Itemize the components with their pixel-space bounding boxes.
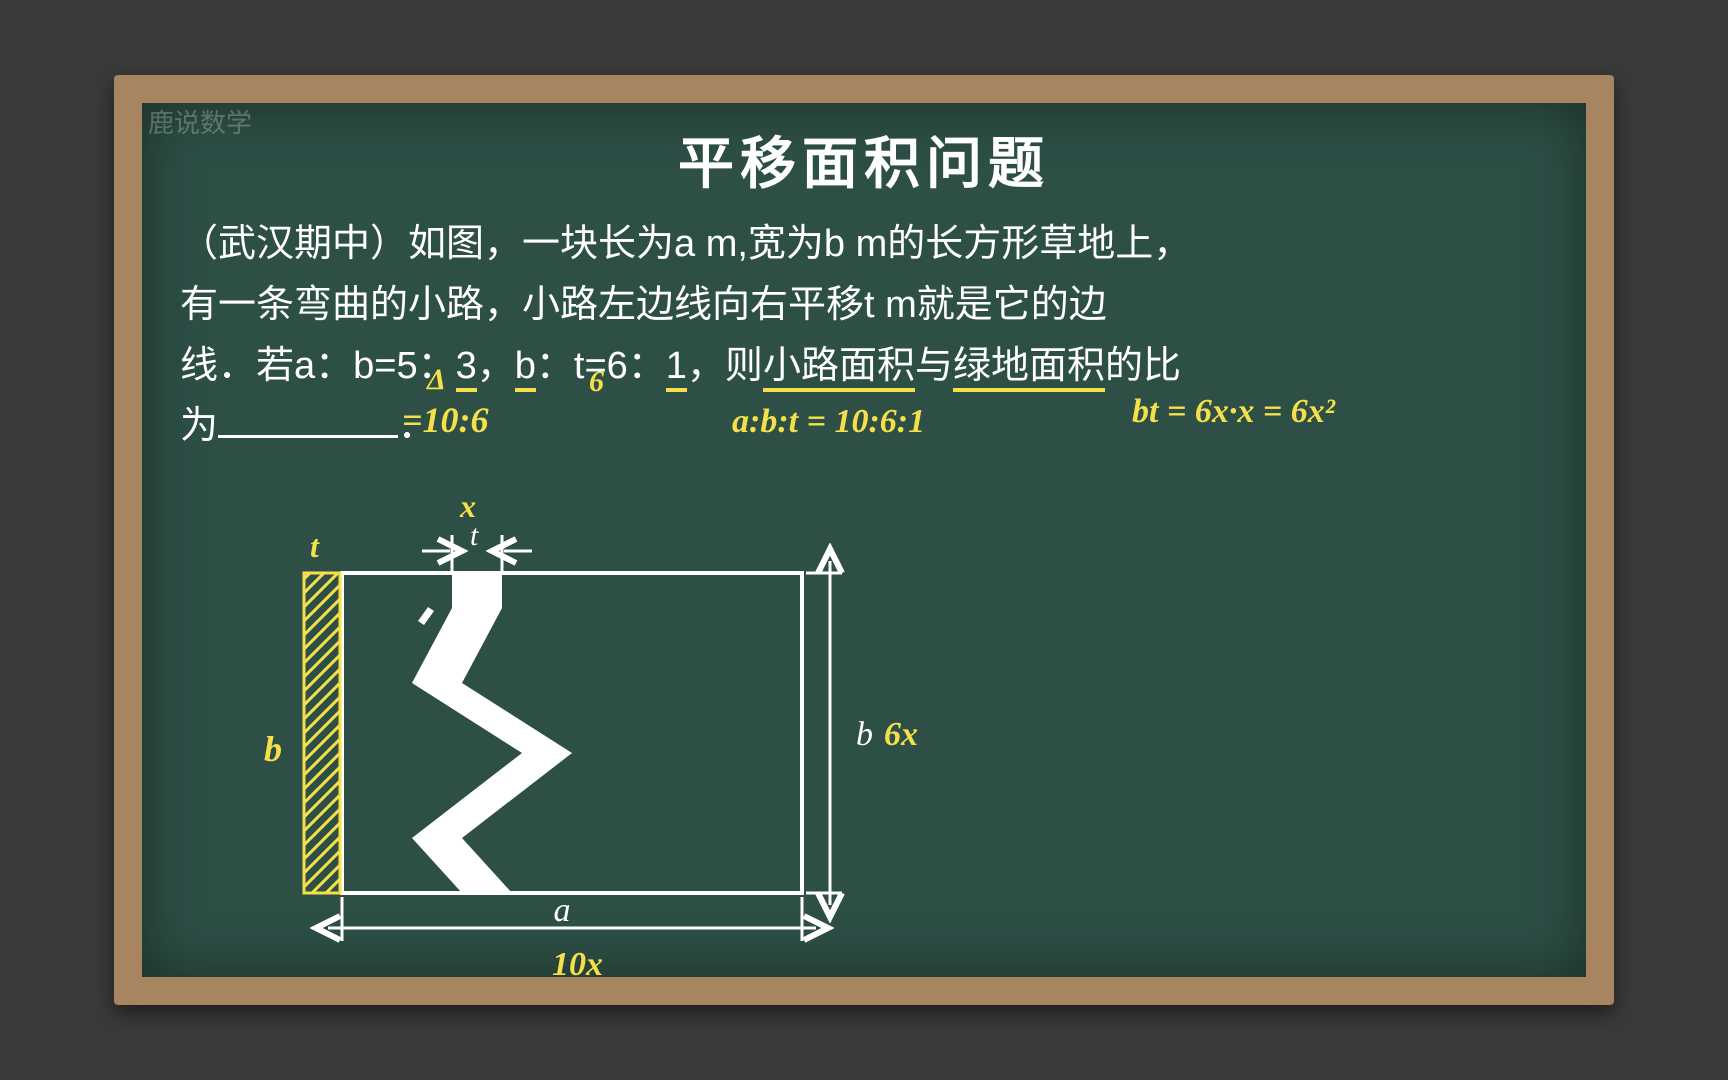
p3d: ，则 xyxy=(687,345,763,387)
dim-b-label: b xyxy=(856,716,873,753)
p3f: 的比 xyxy=(1105,345,1181,387)
p4: 为 xyxy=(180,405,218,447)
hw-bt: bt = 6x·x = 6x² xyxy=(1132,393,1335,431)
hw-six: 6 xyxy=(589,365,604,399)
rect-outline xyxy=(342,573,802,893)
diagram: a b t t b x 6x 10x xyxy=(222,493,842,983)
diagram-svg: a b t t b x 6x 10x xyxy=(222,493,922,1003)
kp2: 绿地面积 xyxy=(953,345,1105,392)
chalkboard: 鹿说数学 平移面积问题 （武汉期中）如图，一块长为a m,宽为b m的长方形草地… xyxy=(114,75,1614,1005)
hw-6x: 6x xyxy=(884,716,918,753)
ratio2r: 1 xyxy=(666,345,687,392)
cursor-icon xyxy=(418,607,434,625)
p3a: 线．若a：b=5： xyxy=(180,345,456,387)
ratio2l: b xyxy=(515,345,536,392)
page-title: 平移面积问题 xyxy=(142,119,1586,200)
p3e: 与 xyxy=(915,345,953,387)
p3b: ， xyxy=(477,345,515,387)
kp1: 小路面积 xyxy=(763,345,915,392)
hw-delta: Δ xyxy=(427,363,446,397)
answer-blank xyxy=(218,435,398,438)
road-path xyxy=(412,573,572,893)
ratio1r: 3 xyxy=(456,345,477,392)
dim-a-label: a xyxy=(554,892,571,929)
hw-x: x xyxy=(459,493,476,524)
src: （武汉期中）如图， xyxy=(180,223,522,265)
hw-b: b xyxy=(264,729,282,769)
hw-step: =10:6 xyxy=(402,399,489,441)
translated-strip xyxy=(304,573,340,893)
hw-t: t xyxy=(310,528,320,564)
hw-10x: 10x xyxy=(552,946,603,983)
p2: 有一条弯曲的小路，小路左边线向右平移t m就是它的边 xyxy=(180,284,1107,326)
p1: 一块长为a m,宽为b m的长方形草地上， xyxy=(522,223,1191,265)
watermark: 鹿说数学 xyxy=(148,103,252,140)
hw-ratio-all: a:b:t = 10:6:1 xyxy=(732,403,925,441)
